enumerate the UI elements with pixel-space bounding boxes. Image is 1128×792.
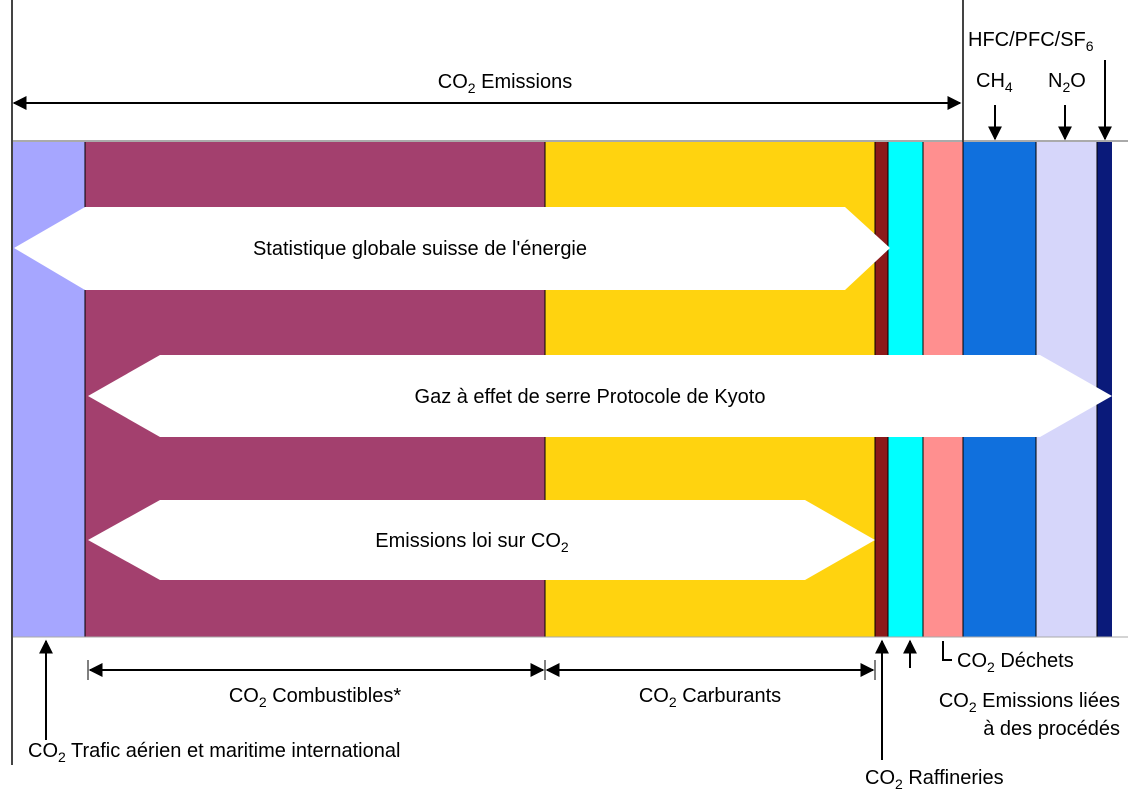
text-part: 2 [987,659,995,675]
label: N2O [1048,70,1086,95]
label: CO2 Raffineries [865,767,1004,792]
text-part: Emissions liées [977,690,1120,712]
scope-arrow [88,355,1112,437]
band [1097,142,1112,637]
text-part: CO [28,740,58,762]
label: à des procédés [983,718,1120,740]
label: CO2 Emissions [438,71,573,96]
text-part: 2 [895,776,903,792]
label: CO2 Carburants [639,685,781,710]
text-part: 2 [259,694,267,710]
text-part: CO [639,685,669,707]
text-part: HFC/PFC/SF [968,29,1086,51]
label: HFC/PFC/SF6 [968,29,1094,54]
label: CO2 Déchets [957,650,1074,675]
text-part: 2 [1062,79,1070,95]
text-part: 2 [58,749,66,765]
label: CH4 [976,70,1013,95]
text-part: CO [939,690,969,712]
text-part: 2 [669,694,677,710]
label: CO2 Trafic aérien et maritime internatio… [28,740,400,765]
arrow-label: Statistique globale suisse de l'énergie [253,238,587,260]
text-part: CO [229,685,259,707]
text-part: CO [865,767,895,789]
text-part: Emissions loi sur CO [375,530,561,552]
text-part: CH [976,70,1005,92]
text-part: 2 [969,699,977,715]
text-part: Trafic aérien et maritime international [66,740,401,762]
text-part: CO [438,71,468,93]
text-part: Carburants [677,685,782,707]
text-part: 4 [1005,79,1013,95]
pointer [942,641,952,661]
arrow-label: Emissions loi sur CO2 [375,530,569,555]
text-part: CO [957,650,987,672]
arrow-label: Gaz à effet de serre Protocole de Kyoto [415,386,766,408]
scope-arrow [14,207,890,290]
text-part: 2 [468,80,476,96]
text-part: Raffineries [903,767,1004,789]
label: CO2 Emissions liées [939,690,1120,715]
text-part: O [1070,70,1086,92]
label: CO2 Combustibles* [229,685,402,710]
text-part: 2 [561,539,569,555]
scope-arrow [88,500,875,580]
text-part: Déchets [995,650,1074,672]
text-part: 6 [1086,38,1094,54]
text-part: N [1048,70,1062,92]
text-part: Combustibles* [267,685,402,707]
text-part: Emissions [476,71,573,93]
